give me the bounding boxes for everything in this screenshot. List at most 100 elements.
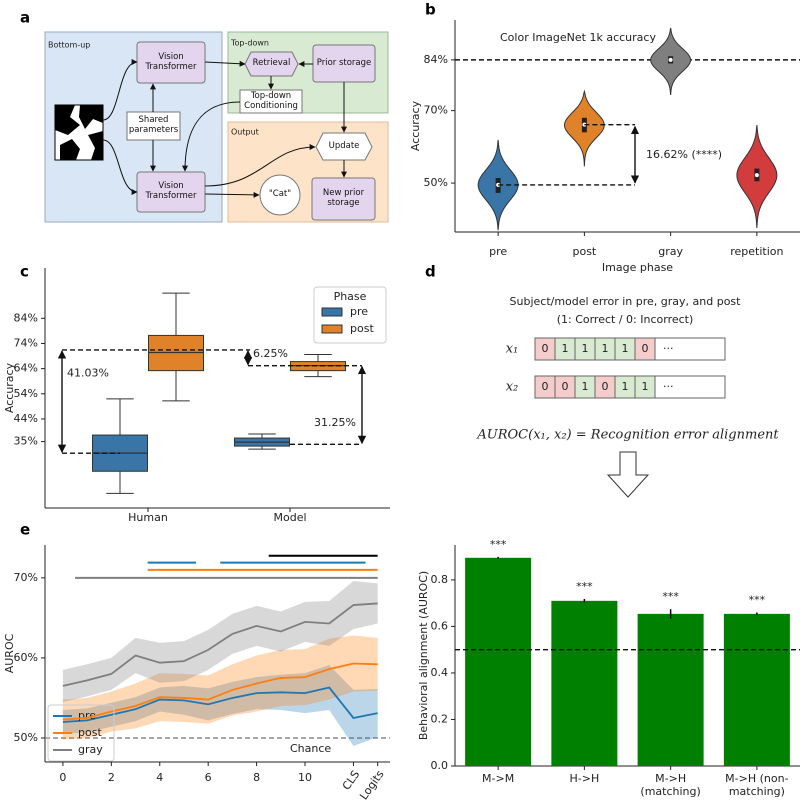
significance-label: *** <box>749 593 766 606</box>
cell-value: 0 <box>602 380 609 393</box>
x-tick-label: M->M <box>482 772 515 785</box>
cell-more: ··· <box>663 380 674 393</box>
equation: AUROC(x₁, x₂) = Recognition error alignm… <box>476 428 779 443</box>
y-axis-label: AUROC <box>3 633 16 673</box>
y-tick-label: 44% <box>14 412 38 425</box>
x-tick-label: CLS <box>340 768 363 793</box>
y-tick-label: 74% <box>14 336 38 349</box>
annotation-text: 16.62% (****) <box>646 148 722 161</box>
annotation-text: 31.25% <box>314 416 356 429</box>
cell-value: 0 <box>642 342 649 355</box>
y-tick-label: 70% <box>14 571 38 584</box>
bar <box>465 557 532 766</box>
median-dot <box>754 173 759 178</box>
x-tick-label: M->H (matching) <box>640 772 701 799</box>
legend-swatch <box>321 324 343 334</box>
cell-value: 1 <box>622 342 629 355</box>
image-content <box>55 105 103 160</box>
significance-label: *** <box>490 538 507 551</box>
cell-value: 1 <box>562 342 569 355</box>
legend-label: post <box>78 726 102 739</box>
legend-swatch <box>321 307 343 317</box>
error-band <box>62 665 378 746</box>
y-axis-label: Accuracy <box>3 362 16 413</box>
node-label: Retrieval <box>252 58 291 69</box>
line <box>62 686 378 723</box>
node-label: Top-down Conditioning <box>244 90 298 111</box>
cell <box>654 375 726 399</box>
annotation-text: 41.03% <box>67 367 109 380</box>
y-tick-label: 50% <box>424 176 448 189</box>
legend-box <box>313 286 387 344</box>
annotation-text: 6.25% <box>253 347 288 360</box>
node-label: New prior storage <box>322 188 365 208</box>
significance-label: *** <box>576 580 593 593</box>
y-tick-label: 84% <box>14 311 38 324</box>
cell-more: ··· <box>663 342 674 355</box>
x-tick-label: M->H (non-matching) <box>725 772 789 799</box>
node-label: Vision Transformer <box>145 51 197 72</box>
y-tick-label: 60% <box>14 651 38 664</box>
group-label: Output <box>231 128 259 137</box>
cell-value: 0 <box>542 342 549 355</box>
x-tick-label: Model <box>273 511 306 524</box>
arrows <box>102 59 347 198</box>
bar <box>551 600 618 766</box>
y-tick-label: 64% <box>14 362 38 375</box>
y-tick-label: 50% <box>14 731 38 744</box>
x-tick-label: Human <box>128 511 168 524</box>
y-tick-label: 35% <box>14 435 38 448</box>
y-tick-label: 84% <box>424 53 448 66</box>
node <box>311 177 376 221</box>
y-tick-label: 70% <box>424 104 448 117</box>
cell-value: 1 <box>642 380 649 393</box>
x-tick-label: H->H <box>569 772 600 785</box>
x-axis-label: Image phase <box>602 261 673 274</box>
cell-value: 1 <box>602 342 609 355</box>
node-label: Vision Transformer <box>145 181 197 201</box>
node <box>315 132 373 161</box>
group-label: Bottom-up <box>48 41 90 50</box>
node-label: "Cat" <box>268 189 292 200</box>
x-tick-label: post <box>572 245 596 258</box>
error-band <box>62 635 378 740</box>
x-tick-label: 6 <box>205 771 212 784</box>
y-tick-label: 0.0 <box>431 759 449 772</box>
legend-label: pre <box>350 305 368 318</box>
cell-value: 1 <box>582 342 589 355</box>
chance-label: Chance <box>290 742 331 755</box>
panel-label: a <box>20 9 30 27</box>
x-tick-label: gray <box>658 245 683 258</box>
y-tick-label: 54% <box>14 387 38 400</box>
panel-label: b <box>425 1 436 19</box>
group-label: Top-down <box>230 39 269 48</box>
x-tick-label: repetition <box>730 245 783 258</box>
bar <box>637 613 704 766</box>
row-label: x₂ <box>506 380 519 395</box>
y-tick-label: 0.2 <box>431 712 449 725</box>
bar <box>723 613 790 766</box>
node <box>259 174 301 216</box>
cell <box>654 337 726 361</box>
x-tick-label: Logits <box>357 768 387 800</box>
node-label: Shared parameters <box>128 115 179 135</box>
x-tick-label: pre <box>489 245 507 258</box>
node <box>126 111 181 141</box>
diagram-d: d Subject/model error in pre, gray, and … <box>425 263 779 498</box>
cell-value: 1 <box>582 380 589 393</box>
row-label: x₁ <box>506 342 519 357</box>
x-tick-label: 4 <box>156 771 163 784</box>
line <box>62 662 378 721</box>
cell-value: 0 <box>562 380 569 393</box>
legend-label: post <box>350 322 374 335</box>
legend-box <box>47 704 115 762</box>
panel-label: c <box>20 263 29 281</box>
diagram-title: Subject/model error in pre, gray, and po… <box>510 295 742 308</box>
y-axis-label: Accuracy <box>409 100 422 151</box>
y-tick-label: 0.6 <box>431 619 449 632</box>
x-tick-label: 10 <box>298 771 312 784</box>
chart-title: Color ImageNet 1k accuracy <box>500 31 656 44</box>
panel-label: d <box>425 263 436 281</box>
